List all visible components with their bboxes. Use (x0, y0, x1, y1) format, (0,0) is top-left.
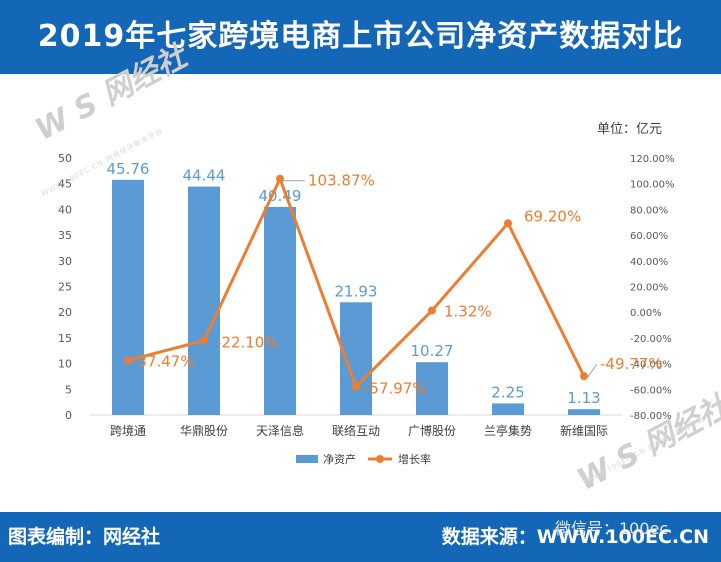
x-tick-label: 广博股份 (408, 423, 456, 438)
bar (568, 409, 600, 415)
growth-point (124, 356, 132, 365)
growth-point (504, 219, 512, 228)
x-tick-label: 新维国际 (560, 423, 608, 438)
legend-swatch-bar (296, 455, 318, 463)
y-left-tick-label: 50 (58, 152, 72, 165)
y-right-tick-label: 80.00% (630, 205, 668, 216)
y-left-tick-label: 15 (58, 332, 72, 345)
growth-value-label: -49.77% (600, 355, 663, 373)
growth-value-label: -22.10% (216, 334, 279, 352)
y-left-tick-label: 45 (58, 178, 72, 191)
y-left-tick-label: 30 (58, 255, 72, 268)
unit-label: 单位：亿元 (597, 122, 662, 137)
y-right-tick-label: -60.00% (630, 385, 672, 396)
legend-label: 增长率 (398, 452, 431, 466)
page-title: 2019年七家跨境电商上市公司净资产数据对比 (37, 19, 684, 54)
label-leader-line (586, 363, 598, 379)
x-tick-label: 华鼎股份 (180, 424, 228, 438)
bar (416, 362, 448, 415)
y-right-tick-label: 120.00% (630, 154, 675, 165)
growth-value-label: 103.87% (308, 172, 375, 190)
growth-value-label: -57.97% (364, 380, 427, 398)
bar (112, 179, 144, 415)
growth-point (352, 382, 360, 391)
data-source: 数据来源：WWW.100EC.CN (441, 526, 709, 548)
header-bar: 2019年七家跨境电商上市公司净资产数据对比 (0, 0, 721, 74)
x-tick-label: 联络互动 (332, 423, 380, 438)
bar (264, 206, 296, 415)
x-tick-label: 天泽信息 (256, 423, 304, 438)
y-left-tick-label: 10 (58, 358, 72, 371)
chart-credit: 图表编制：网经社 (8, 526, 161, 548)
growth-value-label: -37.47% (132, 352, 195, 370)
bar-value-label: 21.93 (335, 282, 378, 300)
bar-value-label: 2.25 (491, 383, 524, 401)
growth-point (580, 372, 588, 381)
bar (492, 403, 524, 415)
growth-value-label: 1.32% (444, 303, 492, 321)
watermark-wechat: 微信号：100ec (555, 519, 669, 538)
y-left-tick-label: 40 (58, 203, 72, 216)
y-right-tick-label: 100.00% (630, 180, 675, 191)
bar (188, 186, 220, 415)
growth-value-label: 69.20% (524, 207, 581, 225)
x-tick-label: 兰亭集势 (484, 423, 532, 438)
y-right-tick-label: 40.00% (630, 257, 668, 268)
y-right-tick-label: -80.00% (630, 411, 672, 422)
y-right-tick-label: 0.00% (630, 308, 662, 319)
legend-marker (376, 455, 384, 463)
y-left-tick-label: 25 (58, 281, 72, 294)
bar-value-label: 45.76 (107, 160, 150, 178)
y-left-tick-label: 20 (58, 306, 72, 319)
footer-bar: 图表编制：网经社 数据来源：WWW.100EC.CN (0, 512, 721, 562)
y-left-tick-label: 35 (58, 229, 72, 242)
growth-point (200, 336, 208, 345)
growth-point (276, 174, 284, 183)
y-right-tick-label: 60.00% (630, 231, 668, 242)
bar-value-label: 40.49 (259, 187, 302, 205)
y-left-tick-label: 5 (65, 383, 72, 396)
bar-value-label: 10.27 (411, 342, 454, 360)
legend-label: 净资产 (323, 452, 356, 466)
y-right-tick-label: -20.00% (630, 334, 672, 345)
growth-point (428, 306, 436, 315)
x-tick-label: 跨境通 (110, 423, 146, 438)
chart-canvas: 单位：亿元 0 5 10 15 20 25 30 35 40 45 50 -80.00% -60.00% -… (58, 122, 675, 466)
y-right-tick-label: -40.00% (630, 360, 672, 371)
bar-value-label: 1.13 (567, 389, 600, 407)
bar-value-label: 44.44 (183, 167, 226, 185)
y-left-tick-label: 0 (65, 409, 72, 422)
y-right-tick-label: 20.00% (630, 283, 668, 294)
